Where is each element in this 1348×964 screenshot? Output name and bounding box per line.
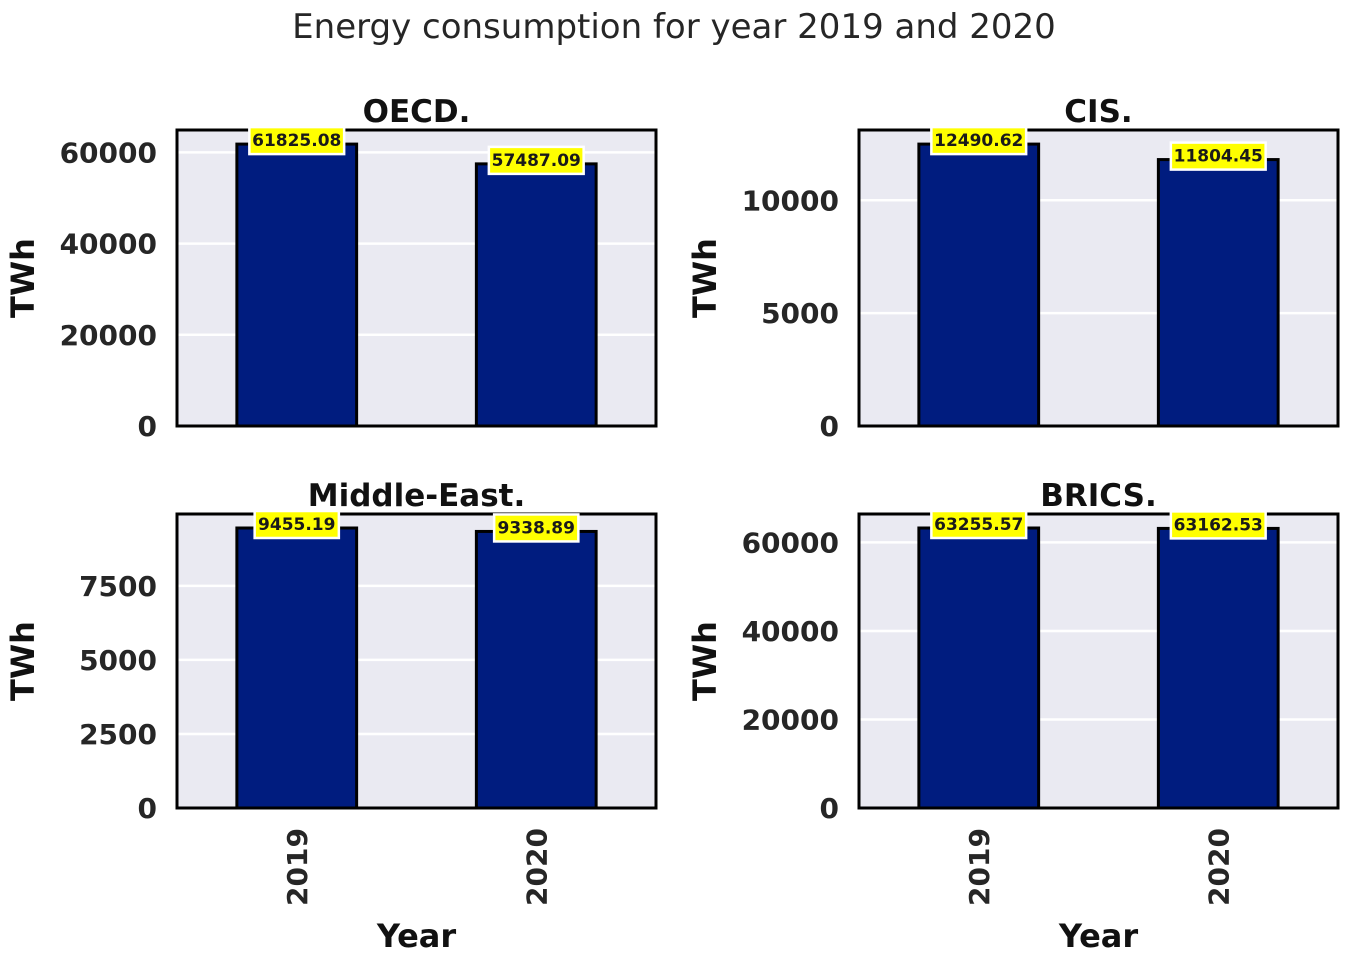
bar xyxy=(1156,526,1280,810)
y-tick-label: 60000 xyxy=(742,526,839,559)
data-label: 57487.09 xyxy=(492,151,581,171)
data-label: 12490.62 xyxy=(934,131,1023,151)
y-tick-label: 0 xyxy=(138,410,157,443)
panel-title: BRICS. xyxy=(1040,478,1156,514)
panel-title: OECD. xyxy=(363,94,471,130)
bar xyxy=(235,142,359,428)
y-axis-label: TWh xyxy=(686,238,724,318)
x-axis-label: Year xyxy=(376,917,457,955)
data-label-box xyxy=(248,125,346,156)
panel-title: Middle-East. xyxy=(308,478,526,514)
data-label: 63255.57 xyxy=(934,515,1023,535)
bar xyxy=(1156,158,1280,428)
y-tick-label: 2500 xyxy=(79,718,157,751)
bar xyxy=(474,529,598,810)
data-label-box xyxy=(930,125,1028,156)
figure-title: Energy consumption for year 2019 and 202… xyxy=(292,7,1056,47)
data-label: 63162.53 xyxy=(1174,515,1263,535)
y-tick-label: 0 xyxy=(138,792,157,825)
y-tick-label: 40000 xyxy=(742,615,839,648)
chart-panels: 0 20000 40000 60000 61825.08 57487.09 OECD. TWh… xyxy=(4,94,1340,955)
axes-frame xyxy=(175,128,658,428)
chart-panel: 0 20000 40000 60000 61825.08 57487.09 OECD. TWh xyxy=(4,94,658,443)
x-tick-label: 2020 xyxy=(1202,828,1235,906)
data-label: 11804.45 xyxy=(1174,147,1263,167)
data-label: 9455.19 xyxy=(258,515,335,535)
y-tick-label: 5000 xyxy=(79,644,157,677)
bar xyxy=(235,526,359,810)
y-tick-label: 20000 xyxy=(60,319,157,352)
data-label-box xyxy=(492,513,580,543)
data-label-box xyxy=(1169,510,1267,540)
data-label-box xyxy=(1169,141,1267,171)
data-label-box xyxy=(487,145,585,176)
data-label: 9338.89 xyxy=(498,518,575,538)
chart-panel: 0 20000 40000 60000 63255.57 63162.53 BRICS. TW… xyxy=(686,478,1340,955)
data-label-box xyxy=(930,509,1028,540)
data-label-box xyxy=(253,509,341,540)
x-tick-label: 2020 xyxy=(520,828,553,906)
y-tick-label: 20000 xyxy=(742,703,839,736)
y-axis-label: TWh xyxy=(4,621,42,701)
y-tick-label: 0 xyxy=(820,410,839,443)
axes-frame xyxy=(857,512,1340,810)
data-label: 61825.08 xyxy=(252,131,341,151)
bar xyxy=(917,142,1041,428)
y-tick-label: 5000 xyxy=(761,297,839,330)
y-tick-label: 0 xyxy=(820,792,839,825)
panel-title: CIS. xyxy=(1064,94,1132,130)
y-tick-label: 7500 xyxy=(79,570,157,603)
axes-frame xyxy=(857,128,1340,428)
y-axis-label: TWh xyxy=(4,238,42,318)
chart-panel: 0 5000 10000 12490.62 11804.45 CIS. TWh xyxy=(686,94,1340,443)
x-tick-label: 2019 xyxy=(281,828,314,906)
y-tick-label: 10000 xyxy=(742,184,839,217)
y-axis-label: TWh xyxy=(686,621,724,701)
bar xyxy=(474,162,598,428)
x-tick-label: 2019 xyxy=(963,828,996,906)
y-tick-label: 40000 xyxy=(60,228,157,261)
chart-panel: 0 2500 5000 7500 9455.19 9338.89 Middle-East. T… xyxy=(4,478,658,955)
bar xyxy=(917,526,1041,810)
axes-frame xyxy=(175,512,658,810)
x-axis-label: Year xyxy=(1058,917,1139,955)
y-tick-label: 60000 xyxy=(60,136,157,169)
